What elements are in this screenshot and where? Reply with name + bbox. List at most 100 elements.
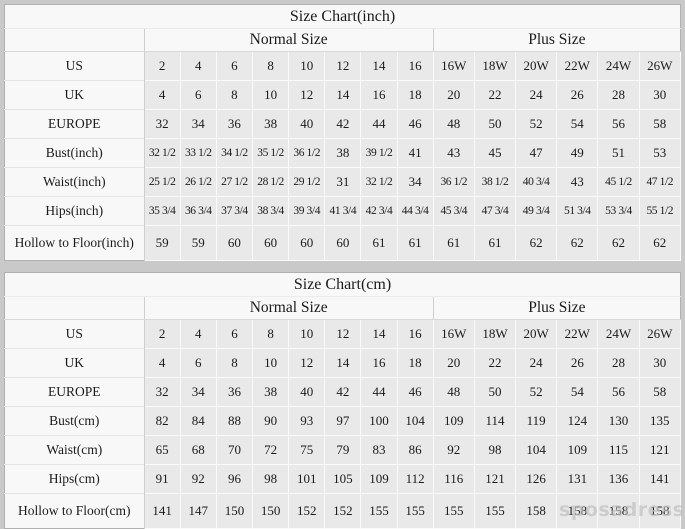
size-value-cell: 14 — [360, 51, 398, 81]
size-value-cell: 53 — [638, 138, 682, 168]
plus-size-header: Plus Size — [432, 296, 681, 320]
size-value-cell: 10 — [288, 51, 326, 81]
size-value-cell: 4 — [179, 319, 217, 349]
table-row: UK 4 6 8 10 12 14 16 18 20 22 24 26 28 30 — [4, 80, 682, 110]
size-value-cell: 56 — [597, 377, 640, 407]
size-value-cell: 26 1/2 — [179, 167, 217, 197]
size-value-cell: 8 — [252, 319, 290, 349]
size-value-cell: 114 — [473, 406, 517, 436]
size-value-cell: 52 — [515, 109, 558, 139]
size-value-cell: 36 — [215, 109, 254, 139]
size-value-cell: 38 — [324, 138, 362, 168]
size-value-cell: 62 — [556, 225, 599, 261]
size-value-cell: 26W — [638, 319, 682, 349]
size-value-cell: 152 — [288, 493, 326, 529]
table-row: Waist(inch) 25 1/2 26 1/2 27 1/2 28 1/2 29 1/… — [4, 167, 682, 197]
row-label: UK — [4, 80, 145, 110]
size-value-cell: 53 3/4 — [597, 196, 640, 226]
size-value-cell: 20W — [515, 319, 558, 349]
size-value-cell: 48 — [432, 109, 475, 139]
size-value-cell: 4 — [143, 348, 181, 378]
size-value-cell: 91 — [143, 464, 181, 494]
size-value-cell: 34 — [179, 377, 217, 407]
size-value-cell: 16 — [396, 319, 434, 349]
size-value-cell: 39 1/2 — [360, 138, 398, 168]
size-value-cell: 16W — [432, 51, 475, 81]
size-value-cell: 38 1/2 — [473, 167, 517, 197]
size-value-cell: 141 — [143, 493, 181, 529]
size-value-cell: 28 1/2 — [251, 167, 290, 197]
size-value-cell: 54 — [556, 377, 599, 407]
size-value-cell: 8 — [251, 51, 290, 81]
size-value-cell: 30 — [638, 80, 682, 110]
size-value-cell: 60 — [215, 225, 254, 261]
size-value-cell: 158 — [638, 493, 682, 529]
size-value-cell: 61 — [396, 225, 434, 261]
size-chart-inch-table: Size Chart(inch) Normal Size Plus Size US 2 4… — [4, 4, 682, 261]
row-label: Hollow to Floor(inch) — [4, 225, 145, 261]
size-value-cell: 37 3/4 — [215, 196, 254, 226]
size-value-cell: 25 1/2 — [143, 167, 181, 197]
size-value-cell: 104 — [515, 435, 558, 465]
size-value-cell: 61 — [432, 225, 475, 261]
table-title: Size Chart(inch) — [4, 4, 681, 29]
size-value-cell: 152 — [324, 493, 362, 529]
size-value-cell: 59 — [179, 225, 217, 261]
size-value-cell: 39 3/4 — [288, 196, 326, 226]
size-value-cell: 44 — [360, 109, 398, 139]
size-value-cell: 42 — [324, 377, 362, 407]
size-value-cell: 32 — [143, 109, 181, 139]
size-value-cell: 130 — [597, 406, 640, 436]
size-value-cell: 59 — [143, 225, 181, 261]
size-value-cell: 18 — [396, 80, 434, 110]
size-value-cell: 10 — [288, 319, 326, 349]
size-value-cell: 88 — [215, 406, 254, 436]
size-value-cell: 79 — [324, 435, 362, 465]
size-value-cell: 46 — [396, 109, 434, 139]
size-value-cell: 158 — [597, 493, 640, 529]
size-value-cell: 92 — [432, 435, 475, 465]
size-group-header-row: Normal Size Plus Size — [4, 28, 681, 52]
size-value-cell: 26W — [638, 51, 682, 81]
table-title-row: Size Chart(cm) — [4, 272, 681, 297]
size-value-cell: 24W — [597, 319, 640, 349]
size-value-cell: 34 1/2 — [215, 138, 254, 168]
size-value-cell: 2 — [143, 51, 181, 81]
size-value-cell: 49 — [556, 138, 599, 168]
size-value-cell: 6 — [215, 51, 254, 81]
size-value-cell: 155 — [360, 493, 398, 529]
size-value-cell: 105 — [324, 464, 362, 494]
size-value-cell: 136 — [597, 464, 640, 494]
size-value-cell: 28 — [597, 348, 640, 378]
size-value-cell: 93 — [288, 406, 326, 436]
size-value-cell: 55 1/2 — [638, 196, 682, 226]
table-row: Waist(cm) 65 68 70 72 75 79 83 86 92 98 104 109 115 12… — [4, 435, 682, 465]
size-value-cell: 58 — [638, 377, 682, 407]
size-value-cell: 48 — [432, 377, 475, 407]
size-value-cell: 104 — [396, 406, 434, 436]
size-value-cell: 16 — [396, 51, 434, 81]
size-value-cell: 38 — [252, 377, 290, 407]
size-value-cell: 101 — [288, 464, 326, 494]
size-value-cell: 47 3/4 — [473, 196, 517, 226]
size-value-cell: 16 — [360, 80, 398, 110]
size-value-cell: 155 — [473, 493, 517, 529]
size-value-cell: 14 — [324, 80, 362, 110]
size-value-cell: 36 — [215, 377, 254, 407]
size-value-cell: 46 — [396, 377, 434, 407]
size-value-cell: 29 1/2 — [288, 167, 326, 197]
size-value-cell: 8 — [215, 348, 254, 378]
size-value-cell: 147 — [179, 493, 217, 529]
size-value-cell: 62 — [515, 225, 558, 261]
size-value-cell: 83 — [360, 435, 398, 465]
row-label: UK — [4, 348, 145, 378]
table-row: US 2 4 6 8 10 12 14 16 16W 18W 20W 22W 24W 26W — [4, 51, 682, 81]
size-value-cell: 12 — [324, 51, 362, 81]
size-value-cell: 12 — [324, 319, 362, 349]
row-label: Waist(cm) — [4, 435, 145, 465]
size-value-cell: 41 3/4 — [324, 196, 362, 226]
size-value-cell: 50 — [473, 109, 517, 139]
size-value-cell: 70 — [215, 435, 254, 465]
size-value-cell: 34 — [179, 109, 217, 139]
size-value-cell: 35 1/2 — [251, 138, 290, 168]
